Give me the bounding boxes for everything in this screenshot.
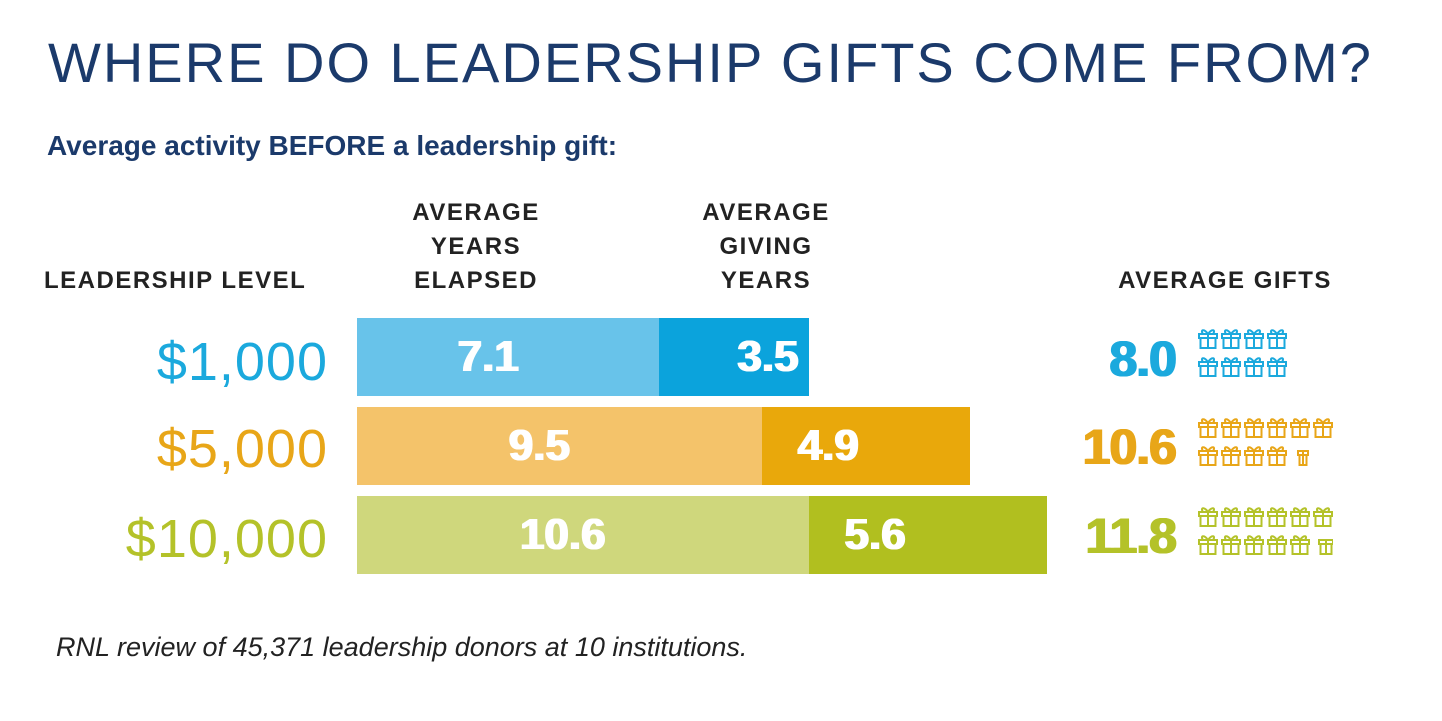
average-gifts-value: 10.6 [1082, 419, 1177, 475]
gift-icon [1267, 357, 1287, 377]
gift-icon [1198, 507, 1218, 527]
gift-icon [1221, 418, 1241, 438]
header-average-years-elapsed: AVERAGE YEARS ELAPSED [376, 196, 576, 298]
header-line: AVERAGE [702, 199, 830, 226]
gift-icon [1244, 446, 1264, 466]
bar-giving-years: 4.9 [761, 407, 971, 485]
gift-icon [1244, 535, 1264, 555]
gift-icon [1221, 357, 1241, 377]
gift-icon [1290, 535, 1310, 555]
gift-icon [1267, 418, 1287, 438]
header-line: YEARS [720, 267, 812, 294]
gift-icon [1221, 507, 1241, 527]
gift-icon [1267, 535, 1287, 555]
bar-label-giving-years: 3.5 [737, 332, 799, 381]
leadership-level-label: $5,000 [156, 419, 328, 479]
gift-icon [1221, 329, 1241, 349]
leadership-level-label: $10,000 [125, 509, 328, 569]
header-average-gifts: AVERAGE GIFTS [1118, 267, 1332, 294]
gift-icon [1198, 535, 1218, 555]
bar-label-years-elapsed: 10.6 [519, 510, 606, 559]
gift-icons-row [1198, 416, 1333, 466]
gift-icon [1313, 507, 1333, 527]
bar-years-elapsed: 10.6 [357, 496, 809, 574]
bar-label-years-elapsed: 9.5 [508, 421, 570, 470]
header-line: GIVING [719, 233, 813, 260]
gift-icon [1198, 446, 1218, 466]
gift-icon [1244, 329, 1264, 349]
header-line: AVERAGE [412, 199, 540, 226]
gift-icon [1297, 450, 1309, 466]
gift-icon [1267, 446, 1287, 466]
header-line: YEARS [430, 233, 522, 260]
gift-icon [1198, 329, 1218, 349]
gift-icon [1267, 507, 1287, 527]
gift-icon [1244, 507, 1264, 527]
gift-icon [1244, 357, 1264, 377]
bar-giving-years: 5.6 [808, 496, 1048, 574]
gift-icon [1221, 446, 1241, 466]
header-average-giving-years: AVERAGE GIVING YEARS [666, 196, 866, 298]
bar-giving-years: 3.5 [659, 318, 809, 396]
average-gifts-value: 8.0 [1109, 331, 1177, 387]
subtitle: Average activity BEFORE a leadership gif… [47, 130, 618, 161]
gift-icon [1244, 418, 1264, 438]
gift-icons-row [1198, 327, 1287, 377]
average-gifts-value: 11.8 [1085, 508, 1177, 564]
bar-label-giving-years: 5.6 [844, 510, 906, 559]
gift-icon [1198, 418, 1218, 438]
gift-icon [1290, 418, 1310, 438]
gift-icon [1313, 418, 1333, 438]
bar-years-elapsed: 9.5 [357, 407, 762, 485]
leadership-level-label: $1,000 [156, 332, 328, 392]
gift-icon [1267, 329, 1287, 349]
footnote: RNL review of 45,371 leadership donors a… [56, 632, 748, 662]
gift-icon [1318, 539, 1333, 555]
gift-icon [1198, 357, 1218, 377]
page-title: WHERE DO LEADERSHIP GIFTS COME FROM? [48, 31, 1373, 94]
header-leadership-level: LEADERSHIP LEVEL [44, 267, 307, 294]
bar-years-elapsed: 7.1 [357, 318, 660, 396]
header-line: ELAPSED [414, 267, 538, 294]
bar-label-years-elapsed: 7.1 [457, 332, 519, 381]
gift-icons-row [1198, 505, 1333, 555]
gift-icon [1290, 507, 1310, 527]
gift-icon [1221, 535, 1241, 555]
bar-label-giving-years: 4.9 [797, 421, 859, 470]
